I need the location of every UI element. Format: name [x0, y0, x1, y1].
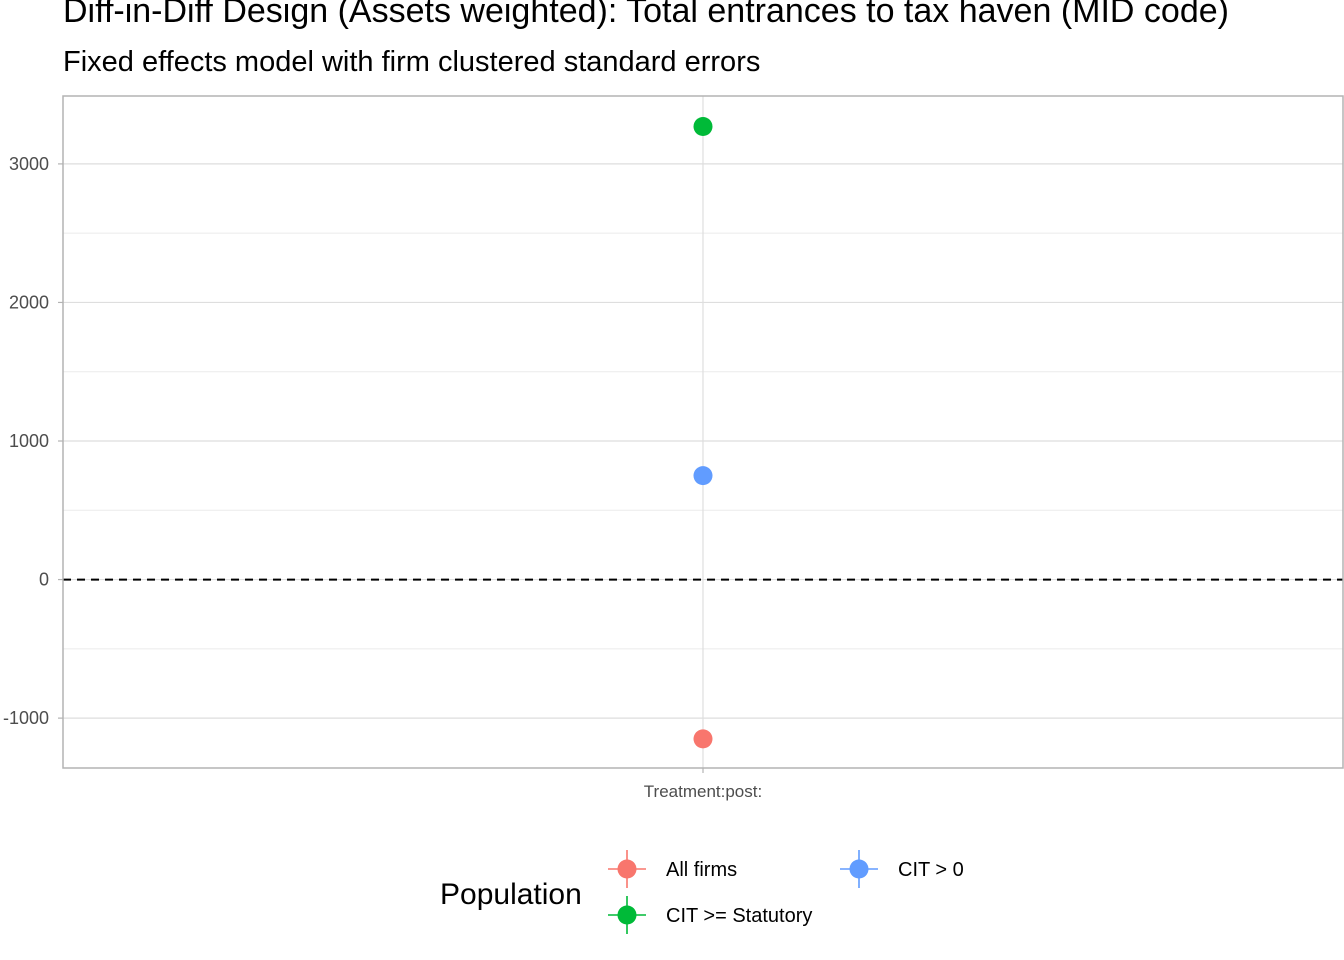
- legend-key: [840, 850, 878, 888]
- chart-title: Diff-in-Diff Design (Assets weighted): T…: [63, 0, 1229, 30]
- chart-subtitle: Fixed effects model with firm clustered …: [63, 46, 761, 78]
- axis-layer: -1000 0 1000 2000 3000 Treatment:post:: [3, 95, 1344, 801]
- data-point: [693, 116, 713, 136]
- y-tick-label: 0: [39, 570, 49, 590]
- legend-key-point: [617, 905, 637, 925]
- grid-layer: [63, 96, 1343, 768]
- legend-label: All firms: [666, 859, 737, 881]
- x-tick-label: Treatment:post:: [644, 782, 762, 801]
- data-point: [693, 729, 713, 749]
- y-tick-label: 3000: [9, 154, 49, 174]
- legend-key: [608, 850, 646, 888]
- marks-layer: [693, 116, 713, 749]
- legend-title: Population: [440, 878, 582, 911]
- legend: Population All firms CIT >= Statutory CIT >…: [440, 850, 964, 934]
- legend-key: [608, 896, 646, 934]
- y-tick-label: -1000: [3, 708, 49, 728]
- y-tick-label: 1000: [9, 431, 49, 451]
- legend-label: CIT > 0: [898, 859, 964, 881]
- legend-label: CIT >= Statutory: [666, 905, 812, 927]
- y-tick-label: 2000: [9, 292, 49, 312]
- legend-key-point: [617, 859, 637, 879]
- legend-key-point: [849, 859, 869, 879]
- data-point: [693, 466, 713, 486]
